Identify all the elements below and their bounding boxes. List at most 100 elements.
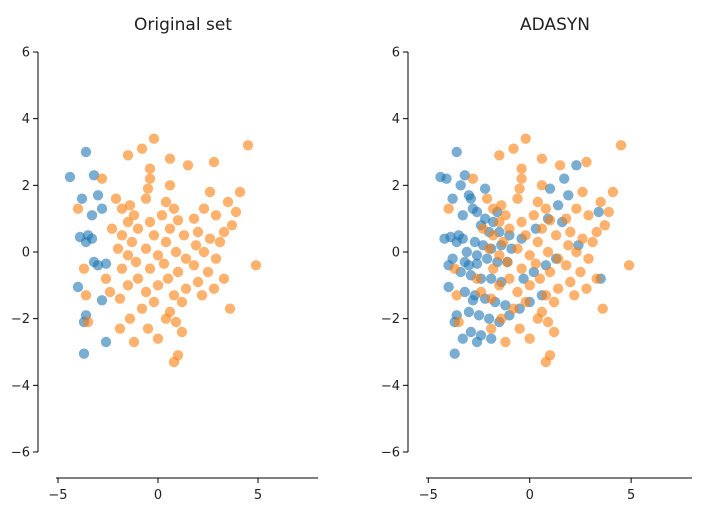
data-point [172,266,184,278]
data-point [122,150,134,161]
data-point [210,253,222,264]
data-point [92,260,104,271]
data-point [469,236,481,248]
data-point [463,260,475,271]
data-point [532,196,543,208]
data-point [164,180,176,191]
data-point [214,236,226,248]
data-point [461,246,472,258]
data-point [80,236,92,248]
data-point [88,170,100,181]
data-point [198,246,210,258]
data-point [483,313,495,324]
data-point [496,200,507,211]
data-point [170,246,182,258]
data-point [96,203,108,214]
data-point [532,236,543,248]
data-point [176,296,188,308]
data-point [528,266,539,278]
data-point [455,180,466,191]
x-tick-label: 5 [627,488,635,503]
data-point [488,203,499,214]
data-point [471,206,483,218]
data-point [92,190,104,201]
data-point [136,143,148,154]
y-tick-label: 0 [22,246,30,261]
data-point [168,203,180,214]
data-point [250,260,262,271]
data-point [168,356,180,368]
x-tick-label: −5 [48,488,67,503]
data-point [581,283,592,294]
data-point [443,281,454,293]
data-point [540,356,552,368]
data-point [176,326,188,338]
data-point [528,210,539,221]
data-point [550,230,562,241]
y-tick-label: 6 [22,46,30,61]
data-point [126,236,138,248]
data-point [76,193,88,204]
data-point [78,263,90,274]
data-point [130,256,142,268]
y-tick-label: 4 [392,112,400,127]
data-point [540,290,552,301]
data-point [463,306,475,318]
y-tick-label: 2 [392,179,400,194]
data-point [577,233,588,244]
data-point [196,290,208,301]
data-point [514,323,525,334]
data-point [486,323,497,334]
data-point [607,186,619,198]
panel-title: Original set [134,15,232,35]
data-point [140,286,152,298]
data-point [571,160,582,171]
data-point [471,250,483,261]
data-point [451,146,462,158]
data-point [593,206,604,218]
panel-original-set: Original set −6 −4 −2 0 2 4 6 −5 0 5 [11,15,318,503]
data-point [502,256,513,268]
data-point [447,193,458,204]
data-point [561,260,572,271]
data-point [623,260,635,271]
data-point [473,310,485,321]
data-point [64,171,76,183]
data-point [544,215,556,226]
data-point [152,250,164,261]
data-point [615,140,627,151]
data-point [96,173,108,184]
data-point [561,213,572,224]
data-point [488,230,499,241]
data-point [488,263,499,274]
data-point [110,193,122,204]
data-point [552,200,564,211]
series-class-1 [443,133,635,368]
data-point [188,260,200,271]
data-point [152,333,164,344]
data-point [581,156,592,168]
data-point [486,333,497,344]
data-point [518,273,529,284]
data-point [148,296,160,308]
data-point [124,313,136,324]
data-point [583,253,594,264]
data-point [483,243,495,254]
data-point [144,173,156,184]
data-point [100,273,112,284]
data-point [512,286,523,298]
data-point [516,173,527,184]
data-point [475,286,487,298]
data-point [565,276,576,288]
data-point [540,203,552,214]
data-point [164,223,176,234]
data-point [554,160,566,171]
data-point [140,243,152,254]
data-point [552,253,564,264]
data-point [226,220,238,231]
data-point [544,266,556,278]
data-point [498,236,509,248]
panel-adasyn: ADASYN −6 −4 −2 0 2 4 6 −5 0 5 [381,15,692,503]
data-point [486,273,497,284]
